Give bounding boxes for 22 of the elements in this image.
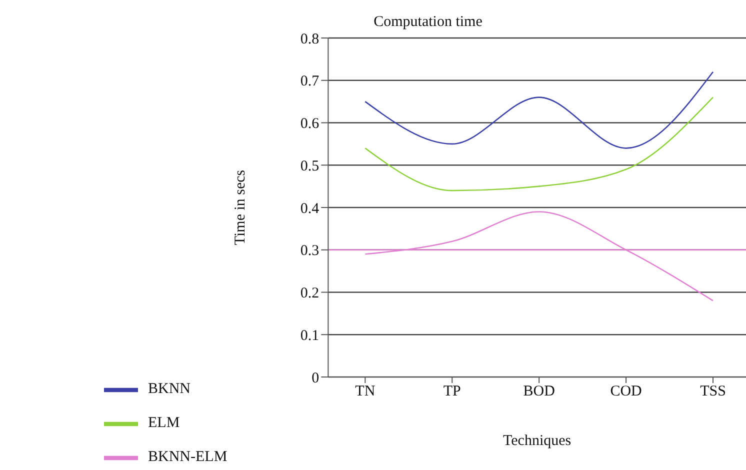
legend-label: BKNN <box>148 381 191 398</box>
y-axis-title: Time in secs <box>232 170 248 246</box>
legend-label: BKNN-ELM <box>148 449 228 466</box>
y-tick-label: 0.1 <box>300 328 320 344</box>
y-tick-label: 0.4 <box>300 200 320 217</box>
y-tick-label: 0.3 <box>300 243 320 260</box>
y-tick-label: 0.8 <box>300 31 320 48</box>
x-tick-label: TN <box>355 384 376 400</box>
chart-title: Computation time <box>374 14 483 30</box>
line-series <box>364 96 714 192</box>
y-tick-label: 0.2 <box>300 286 320 302</box>
y-tick-label: 0.5 <box>300 158 320 174</box>
legend-label: ELM <box>148 415 180 432</box>
x-tick-label: TSS <box>700 384 726 400</box>
y-tick-label: 0.7 <box>300 74 320 90</box>
x-tick-label: BOD <box>523 384 556 400</box>
x-tick-label: TP <box>443 384 461 400</box>
line-series <box>364 71 714 149</box>
y-tick-label: 0.6 <box>300 116 320 132</box>
x-tick-label: COD <box>610 384 642 400</box>
x-axis-title: Techniques <box>503 433 572 449</box>
y-tick-label: 0 <box>312 370 320 386</box>
